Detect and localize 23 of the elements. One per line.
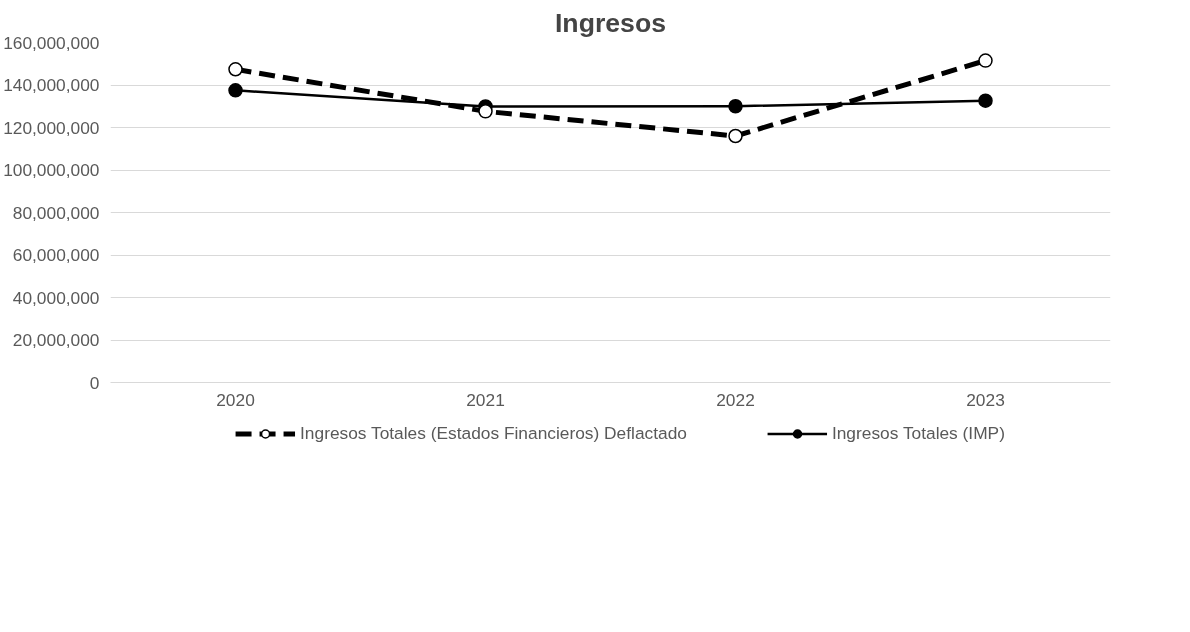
y-tick-label: 100,000,000 (3, 160, 100, 180)
x-tick-label: 2020 (216, 389, 255, 410)
y-tick-label: 60,000,000 (12, 245, 100, 265)
point (978, 53, 993, 68)
point (978, 93, 993, 108)
point (728, 128, 743, 144)
y-tick-label: 80,000,000 (12, 202, 100, 223)
x-tick-label: 2022 (716, 389, 755, 410)
point (478, 104, 493, 119)
y-tick-label: 160,000,000 (3, 32, 100, 53)
point (228, 83, 243, 98)
y-tick-label: 140,000,000 (3, 75, 100, 95)
x-tick-label: 2021 (466, 389, 505, 410)
legend-label: Ingresos Totales (IMP) (831, 422, 1005, 444)
legend-label: Ingresos Totales (Estados Financieros) Deflactado (300, 422, 687, 444)
x-tick-label: 2023 (966, 389, 1005, 410)
point (728, 99, 743, 114)
y-tick-label: 40,000,000 (12, 287, 100, 308)
chart-title: Ingresos (554, 7, 667, 38)
y-tick-label: 20,000,000 (12, 330, 100, 350)
y-tick-label: 120,000,000 (3, 117, 100, 138)
point (228, 62, 243, 77)
y-tick-label: 0 (89, 372, 100, 393)
